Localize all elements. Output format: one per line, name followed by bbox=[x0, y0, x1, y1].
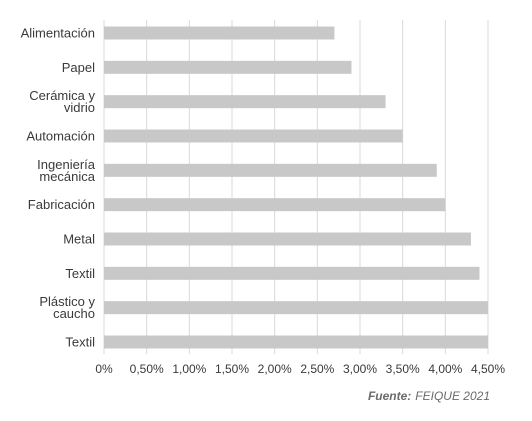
category-label-line: Alimentación bbox=[21, 26, 95, 41]
category-label: Automación bbox=[26, 129, 95, 144]
bar bbox=[104, 301, 488, 315]
x-tick-label: 2,00% bbox=[258, 362, 292, 376]
bar bbox=[104, 198, 446, 212]
bars bbox=[104, 26, 488, 349]
x-tick-label: 3,00% bbox=[343, 362, 377, 376]
bar bbox=[104, 60, 352, 74]
source-label: Fuente: bbox=[368, 389, 411, 403]
category-label-line: Ingeniería bbox=[37, 157, 96, 172]
bar bbox=[104, 129, 403, 143]
category-label: Cerámica y vidrio bbox=[29, 88, 95, 115]
bar bbox=[104, 335, 488, 349]
bar bbox=[104, 26, 335, 40]
x-tick-label: 4,00% bbox=[428, 362, 462, 376]
category-label: Textil bbox=[65, 335, 95, 350]
x-tick-label: 1,00% bbox=[172, 362, 206, 376]
bar bbox=[104, 163, 437, 177]
category-label-line: Papel bbox=[62, 60, 95, 75]
category-label: Ingeniería mecánica bbox=[37, 157, 96, 184]
category-label: Plástico y caucho bbox=[39, 294, 95, 321]
category-label-line: Textil bbox=[65, 266, 95, 281]
category-label: Textil bbox=[65, 266, 95, 281]
x-tick-label: 0,50% bbox=[130, 362, 164, 376]
bar bbox=[104, 95, 386, 109]
x-tick-label: 1,50% bbox=[215, 362, 249, 376]
category-label: Fabricación bbox=[28, 197, 95, 212]
category-label-line: vidrio bbox=[64, 100, 95, 115]
category-label: Metal bbox=[63, 232, 95, 247]
category-label-line: Plástico y bbox=[39, 294, 95, 309]
category-label: Papel bbox=[62, 60, 95, 75]
x-tick-label: 2,50% bbox=[300, 362, 334, 376]
gridlines bbox=[103, 20, 489, 354]
category-label-line: Fabricación bbox=[28, 197, 95, 212]
bar bbox=[104, 266, 480, 280]
category-label-line: Cerámica y bbox=[29, 88, 95, 103]
source-value: FEIQUE 2021 bbox=[415, 389, 490, 403]
category-labels: Alimentación Papel Cerámica y vidrio Automac… bbox=[21, 26, 96, 350]
x-tick-label: 4,50% bbox=[471, 362, 505, 376]
category-label-line: Automación bbox=[26, 129, 95, 144]
bar bbox=[104, 232, 471, 246]
x-tick-label: 3,50% bbox=[386, 362, 420, 376]
category-label: Alimentación bbox=[21, 26, 95, 41]
category-label-line: mecánica bbox=[39, 169, 95, 184]
source-note: Fuente: FEIQUE 2021 bbox=[368, 389, 490, 403]
category-label-line: Textil bbox=[65, 335, 95, 350]
x-axis-tick-labels: 0% 0,50% 1,00% 1,50% 2,00% 2,50% 3,00% 3,50% 4,0… bbox=[95, 362, 505, 376]
category-label-line: caucho bbox=[53, 306, 95, 321]
category-label-line: Metal bbox=[63, 232, 95, 247]
x-tick-label: 0% bbox=[95, 362, 113, 376]
